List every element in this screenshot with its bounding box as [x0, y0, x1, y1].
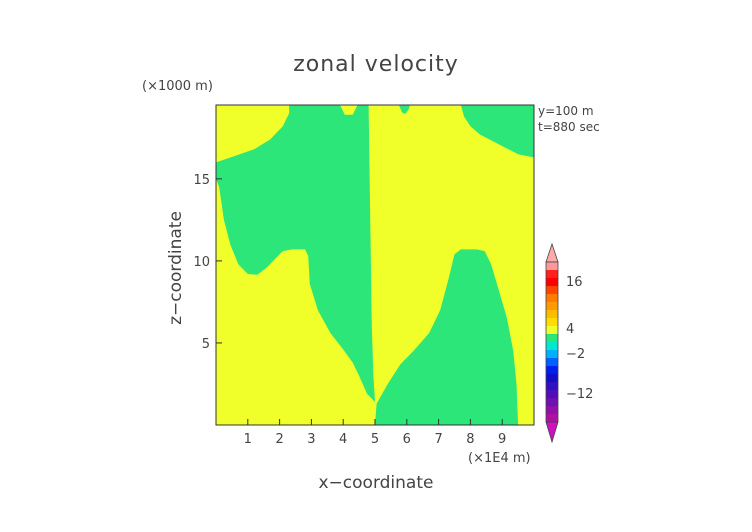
colorbar-band — [546, 406, 558, 415]
colorbar-band — [546, 414, 558, 423]
x-tick-label: 4 — [339, 432, 347, 447]
colorbar-band — [546, 294, 558, 303]
region-left-upper-negative — [216, 105, 375, 402]
colorbar-band — [546, 262, 558, 271]
region-right-lower-negative — [375, 249, 519, 425]
colorbar-label: 16 — [566, 275, 583, 290]
y-tick-label: 5 — [202, 337, 210, 352]
colorbar-band — [546, 318, 558, 327]
region-notch-near-6 — [398, 105, 410, 114]
y-tick-label: 15 — [193, 173, 210, 188]
region-right-upper-negative — [460, 105, 534, 158]
y-axis-ticks: 5 10 15 — [193, 173, 222, 352]
plot-area — [215, 104, 535, 426]
colorbar-band — [546, 286, 558, 295]
x-tick-label: 9 — [498, 432, 506, 447]
annotation-t: t=880 sec — [538, 120, 600, 134]
x-tick-label: 6 — [403, 432, 411, 447]
colorbar-band — [546, 326, 558, 335]
colorbar-band — [546, 310, 558, 319]
x-unit-label: (×1E4 m) — [468, 451, 531, 466]
y-unit-label: (×1000 m) — [142, 79, 213, 94]
x-tick-label: 8 — [466, 432, 474, 447]
y-axis-label: z−coordinate — [166, 211, 186, 325]
colorbar-label: −12 — [566, 387, 593, 402]
colorbar-bottom-cap — [545, 421, 559, 444]
x-tick-label: 1 — [244, 432, 252, 447]
x-tick-label: 2 — [275, 432, 283, 447]
colorbar-top-cap — [545, 242, 559, 263]
colorbar-frame — [545, 261, 559, 423]
colorbar-band — [546, 278, 558, 287]
colorbar-band — [546, 270, 558, 279]
colorbar-band — [546, 374, 558, 383]
chart-title: zonal velocity — [293, 52, 459, 77]
x-tick-label: 3 — [307, 432, 315, 447]
colorbar-band — [546, 302, 558, 311]
colorbar-band — [546, 358, 558, 367]
colorbar-band — [546, 350, 558, 359]
colorbar-band — [546, 398, 558, 407]
x-tick-label: 7 — [434, 432, 442, 447]
colorbar-band — [546, 342, 558, 351]
colorbar-label: 4 — [566, 322, 574, 337]
colorbar-band — [546, 366, 558, 375]
annotation-y: y=100 m — [538, 104, 594, 118]
x-tick-label: 5 — [371, 432, 379, 447]
x-axis-ticks: 1 2 3 4 5 6 7 8 9 — [244, 419, 506, 447]
colorbar-band — [546, 334, 558, 343]
colorbar: 16 4 −2 −12 — [545, 242, 593, 444]
colorbar-band — [546, 390, 558, 399]
x-axis-label: x−coordinate — [319, 473, 434, 493]
y-tick-label: 10 — [193, 255, 210, 270]
colorbar-band — [546, 382, 558, 391]
colorbar-label: −2 — [566, 347, 585, 362]
